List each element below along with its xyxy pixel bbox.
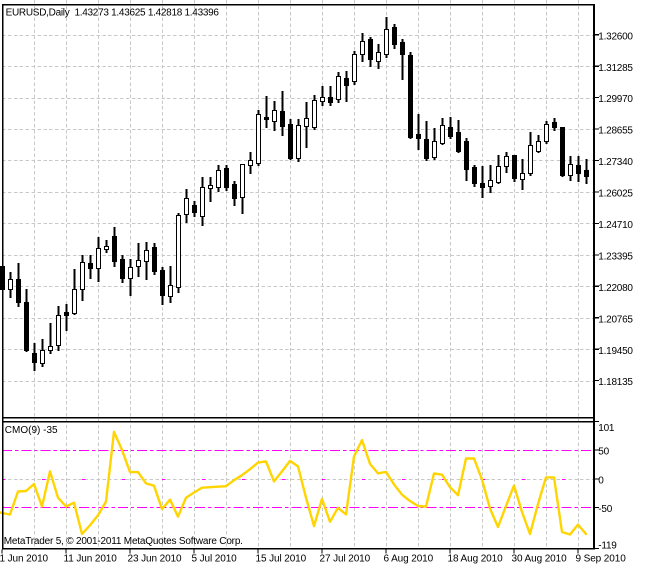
svg-text:27 Jul 2010: 27 Jul 2010 <box>320 554 371 565</box>
svg-text:CMO(9) -35: CMO(9) -35 <box>5 425 58 436</box>
svg-text:30 Aug 2010: 30 Aug 2010 <box>512 554 568 565</box>
svg-text:1.18135: 1.18135 <box>598 377 633 388</box>
svg-text:23 Jun 2010: 23 Jun 2010 <box>128 554 182 565</box>
svg-text:1.26025: 1.26025 <box>598 189 633 200</box>
svg-text:1.22080: 1.22080 <box>598 283 633 294</box>
svg-text:1.32600: 1.32600 <box>598 31 633 42</box>
svg-text:15 Jul 2010: 15 Jul 2010 <box>256 554 307 565</box>
svg-text:9 Sep 2010: 9 Sep 2010 <box>576 554 627 565</box>
svg-text:1.23395: 1.23395 <box>598 252 633 263</box>
svg-text:1.20765: 1.20765 <box>598 314 633 325</box>
svg-text:-119: -119 <box>598 541 617 552</box>
svg-text:-50: -50 <box>598 504 612 515</box>
svg-text:101: 101 <box>598 423 615 434</box>
svg-text:1.27340: 1.27340 <box>598 157 633 168</box>
svg-text:6 Aug 2010: 6 Aug 2010 <box>384 554 434 565</box>
svg-text:0: 0 <box>598 476 604 487</box>
svg-text:1.28655: 1.28655 <box>598 126 633 137</box>
svg-text:1 Jun 2010: 1 Jun 2010 <box>0 554 49 565</box>
svg-text:1.31285: 1.31285 <box>598 63 633 74</box>
svg-text:EURUSD,Daily 1.43273 1.43625: EURUSD,Daily 1.43273 1.43625 1.42818 1.4… <box>6 8 220 19</box>
svg-text:1.24710: 1.24710 <box>598 220 633 231</box>
svg-text:18 Aug 2010: 18 Aug 2010 <box>448 554 504 565</box>
svg-text:MetaTrader 5, © 2001-2011 Meta: MetaTrader 5, © 2001-2011 MetaQuotes Sof… <box>4 536 243 547</box>
svg-text:1.29970: 1.29970 <box>598 94 633 105</box>
svg-text:1.19450: 1.19450 <box>598 346 633 357</box>
svg-text:50: 50 <box>598 447 609 458</box>
svg-text:5 Jul 2010: 5 Jul 2010 <box>192 554 238 565</box>
svg-text:11 Jun 2010: 11 Jun 2010 <box>64 554 118 565</box>
